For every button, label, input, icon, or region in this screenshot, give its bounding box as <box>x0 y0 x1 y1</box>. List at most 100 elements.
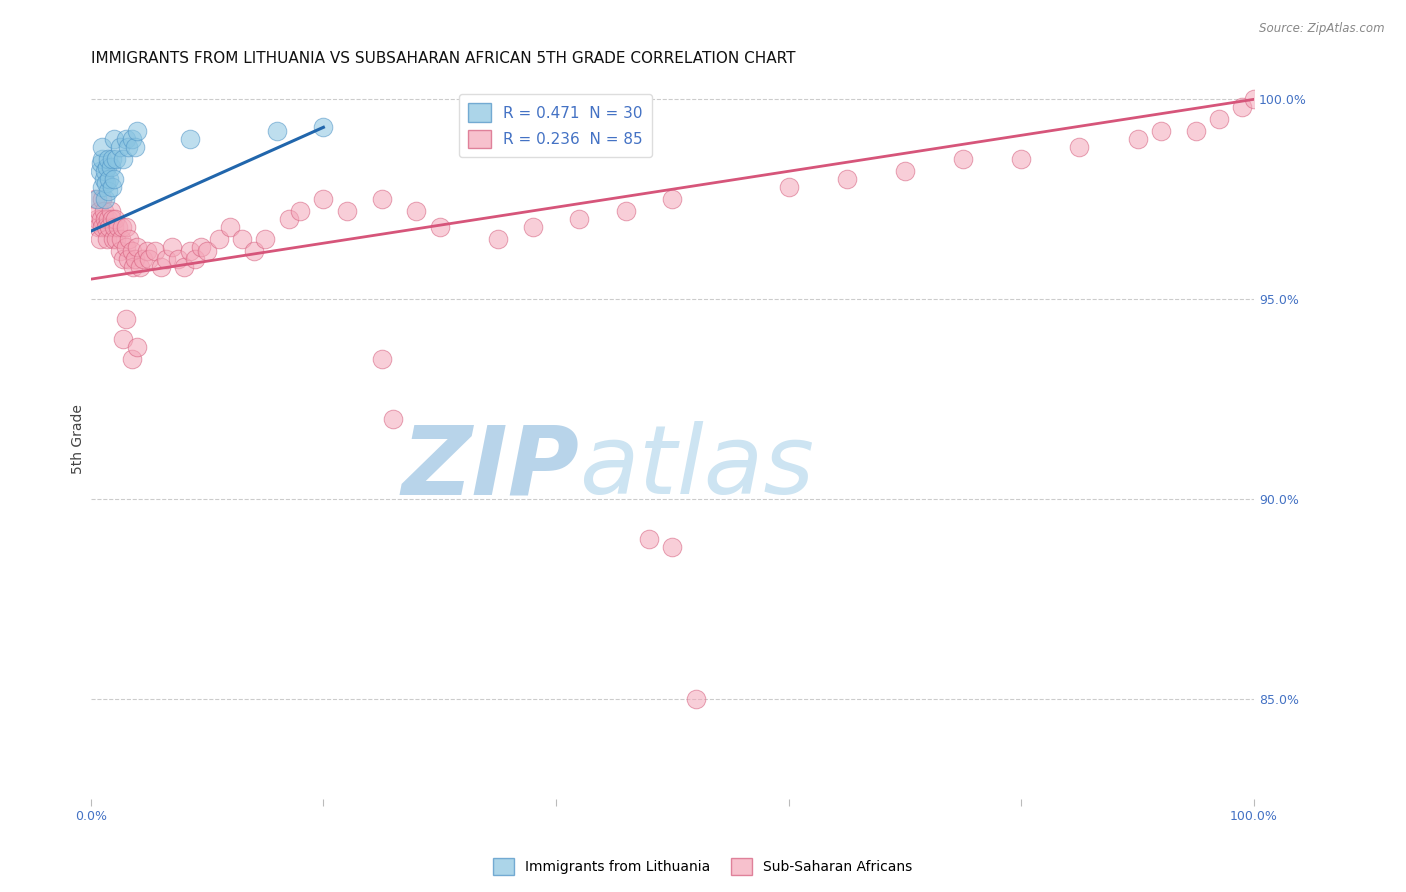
Point <box>93 172 115 186</box>
Point <box>121 244 143 259</box>
Point <box>370 192 392 206</box>
Point <box>94 192 117 206</box>
Point <box>135 244 157 259</box>
Point <box>117 140 139 154</box>
Point <box>132 252 155 267</box>
Point <box>382 412 405 426</box>
Point <box>91 220 114 235</box>
Point <box>155 252 177 267</box>
Legend: Immigrants from Lithuania, Sub-Saharan Africans: Immigrants from Lithuania, Sub-Saharan A… <box>488 853 918 880</box>
Point <box>114 132 136 146</box>
Point <box>108 244 131 259</box>
Point <box>86 192 108 206</box>
Point <box>429 220 451 235</box>
Text: Source: ZipAtlas.com: Source: ZipAtlas.com <box>1260 22 1385 36</box>
Point <box>114 220 136 235</box>
Point <box>100 153 122 167</box>
Point <box>89 164 111 178</box>
Point <box>266 124 288 138</box>
Point <box>486 232 509 246</box>
Point <box>90 212 112 227</box>
Point <box>94 164 117 178</box>
Point <box>370 352 392 367</box>
Point <box>96 232 118 246</box>
Point <box>1126 132 1149 146</box>
Point <box>91 140 114 154</box>
Point <box>127 340 149 354</box>
Point <box>100 204 122 219</box>
Point <box>149 260 172 275</box>
Point <box>112 153 135 167</box>
Point <box>121 352 143 367</box>
Point <box>568 212 591 227</box>
Legend: R = 0.471  N = 30, R = 0.236  N = 85: R = 0.471 N = 30, R = 0.236 N = 85 <box>458 95 652 157</box>
Point <box>638 532 661 546</box>
Point <box>1232 100 1254 114</box>
Point <box>685 691 707 706</box>
Point <box>91 192 114 206</box>
Point <box>117 252 139 267</box>
Point <box>121 132 143 146</box>
Text: ZIP: ZIP <box>402 421 579 515</box>
Point <box>254 232 277 246</box>
Point <box>208 232 231 246</box>
Point <box>105 232 128 246</box>
Point <box>100 180 122 194</box>
Point <box>778 180 800 194</box>
Point <box>97 153 120 167</box>
Point <box>91 180 114 194</box>
Point <box>103 172 125 186</box>
Point <box>96 161 118 175</box>
Point <box>190 240 212 254</box>
Point <box>167 252 190 267</box>
Point <box>114 312 136 326</box>
Point <box>84 192 107 206</box>
Point <box>118 232 141 246</box>
Point <box>121 260 143 275</box>
Point <box>195 244 218 259</box>
Point <box>1150 124 1173 138</box>
Point <box>104 212 127 227</box>
Text: IMMIGRANTS FROM LITHUANIA VS SUBSAHARAN AFRICAN 5TH GRADE CORRELATION CHART: IMMIGRANTS FROM LITHUANIA VS SUBSAHARAN … <box>91 51 796 66</box>
Point <box>952 153 974 167</box>
Text: atlas: atlas <box>579 421 814 515</box>
Point <box>100 212 122 227</box>
Point <box>94 212 117 227</box>
Point <box>312 192 335 206</box>
Point <box>143 244 166 259</box>
Point <box>138 252 160 267</box>
Y-axis label: 5th Grade: 5th Grade <box>72 404 86 474</box>
Point <box>1184 124 1206 138</box>
Point <box>614 204 637 219</box>
Point <box>242 244 264 259</box>
Point <box>112 252 135 267</box>
Point <box>101 232 124 246</box>
Point <box>661 192 683 206</box>
Point <box>1010 153 1032 167</box>
Point <box>127 124 149 138</box>
Point <box>124 140 146 154</box>
Point <box>108 140 131 154</box>
Point <box>103 132 125 146</box>
Point <box>124 252 146 267</box>
Point <box>110 232 132 246</box>
Point <box>98 172 121 186</box>
Point <box>336 204 359 219</box>
Point <box>97 184 120 198</box>
Point <box>87 220 110 235</box>
Point <box>173 260 195 275</box>
Point <box>93 204 115 219</box>
Point <box>100 161 122 175</box>
Point <box>103 220 125 235</box>
Point <box>87 204 110 219</box>
Point <box>277 212 299 227</box>
Point <box>1069 140 1091 154</box>
Point <box>90 156 112 170</box>
Point <box>105 153 128 167</box>
Point <box>127 240 149 254</box>
Point <box>219 220 242 235</box>
Point <box>128 260 150 275</box>
Point <box>522 220 544 235</box>
Point <box>98 220 121 235</box>
Point <box>288 204 311 219</box>
